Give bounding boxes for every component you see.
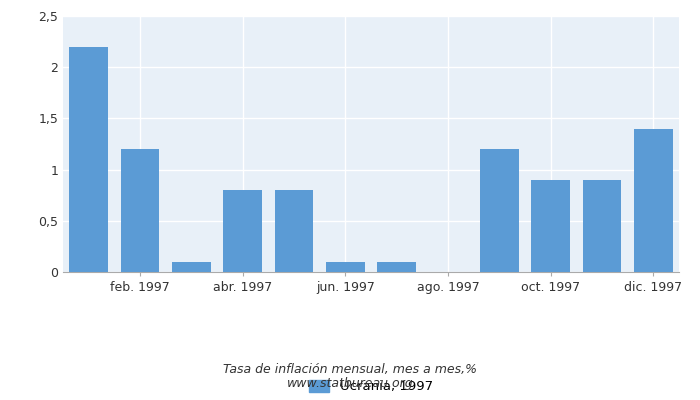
Bar xyxy=(223,190,262,272)
Bar xyxy=(326,262,365,272)
Bar xyxy=(377,262,416,272)
Bar xyxy=(582,180,622,272)
Bar xyxy=(120,149,160,272)
Bar xyxy=(172,262,211,272)
Bar xyxy=(274,190,314,272)
Bar xyxy=(69,47,108,272)
Bar xyxy=(634,129,673,272)
Bar xyxy=(531,180,570,272)
Legend: Ucrania, 1997: Ucrania, 1997 xyxy=(304,374,438,398)
Bar xyxy=(480,149,519,272)
Text: www.statbureau.org: www.statbureau.org xyxy=(287,377,413,390)
Text: Tasa de inflación mensual, mes a mes,%: Tasa de inflación mensual, mes a mes,% xyxy=(223,364,477,376)
